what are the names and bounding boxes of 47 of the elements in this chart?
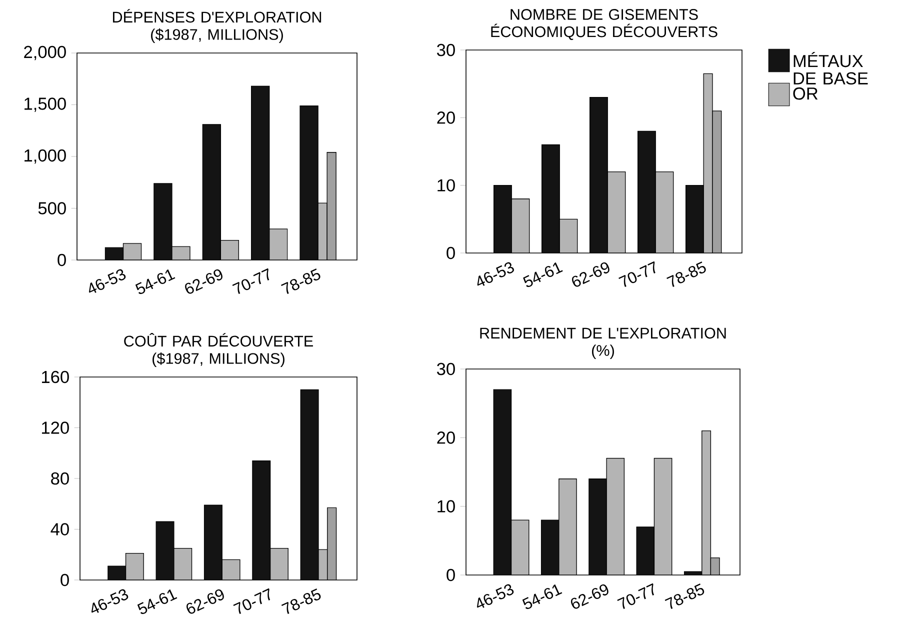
chart-title: NOMBRE DE GISEMENTS ÉCONOMIQUES DÉCOUVERTS xyxy=(491,9,718,40)
x-tick-label: 70-77 xyxy=(232,268,270,294)
y-tick-label: 120 xyxy=(42,422,69,434)
x-tick-label: 54-61 xyxy=(137,589,178,614)
x-tick-label: 46-53 xyxy=(91,589,128,613)
y-tick-label: 80 xyxy=(51,472,69,485)
x-tick-label: 54-61 xyxy=(522,584,562,610)
y-tick-label: 2,000 xyxy=(24,46,66,60)
y-tick-label: 1,000 xyxy=(24,149,66,164)
legend-label: OR xyxy=(793,87,818,100)
y-tick-label: 500 xyxy=(38,202,66,214)
chart-subtitle: ($1987, MILLIONS) xyxy=(152,352,284,367)
x-tick-label: 70-77 xyxy=(233,588,270,614)
x-tick-label: 54-61 xyxy=(135,269,176,294)
legend-label: MÉTAUX DE BASE xyxy=(794,52,868,85)
y-tick-label: 0 xyxy=(446,246,455,260)
y-tick-label: 0 xyxy=(58,254,66,266)
y-tick-label: 0 xyxy=(60,574,69,586)
y-tick-label: 1,500 xyxy=(24,98,66,112)
x-tick-label: 54-61 xyxy=(523,262,563,288)
y-tick-label: 20 xyxy=(437,112,455,124)
x-tick-label: 46-53 xyxy=(476,584,514,608)
x-tick-label: 78-85 xyxy=(664,584,704,610)
chart-title: DÉPENSES D'EXPLORATION xyxy=(112,9,322,23)
y-tick-label: 0 xyxy=(446,568,455,582)
y-tick-label: 10 xyxy=(438,500,455,512)
y-tick-label: 20 xyxy=(437,432,455,444)
x-tick-label: 70-77 xyxy=(618,261,656,288)
y-tick-label: 160 xyxy=(42,370,69,384)
chart-title: RENDEMENT DE L'EXPLORATION xyxy=(480,328,726,339)
x-tick-label: 78-85 xyxy=(281,268,320,294)
chart-subtitle: ($1987, MILLIONS) xyxy=(151,28,283,43)
y-tick-label: 30 xyxy=(436,362,455,376)
x-tick-label: 62-69 xyxy=(185,269,222,294)
x-tick-label: 70-77 xyxy=(617,583,654,610)
y-tick-label: 10 xyxy=(438,179,455,192)
x-tick-label: 46-53 xyxy=(88,269,126,293)
x-tick-label: 62-69 xyxy=(572,262,610,287)
x-tick-label: 78-85 xyxy=(281,588,321,614)
chart-subtitle: (%) xyxy=(592,344,614,359)
y-tick-label: 40 xyxy=(50,523,69,536)
x-tick-label: 78-85 xyxy=(666,262,706,288)
y-tick-label: 30 xyxy=(436,44,455,56)
x-tick-label: 62-69 xyxy=(186,589,224,614)
x-tick-label: 62-69 xyxy=(570,584,608,609)
chart-title: COÛT PAR DÉCOUVERTE xyxy=(124,333,313,347)
x-tick-label: 46-53 xyxy=(477,262,514,286)
